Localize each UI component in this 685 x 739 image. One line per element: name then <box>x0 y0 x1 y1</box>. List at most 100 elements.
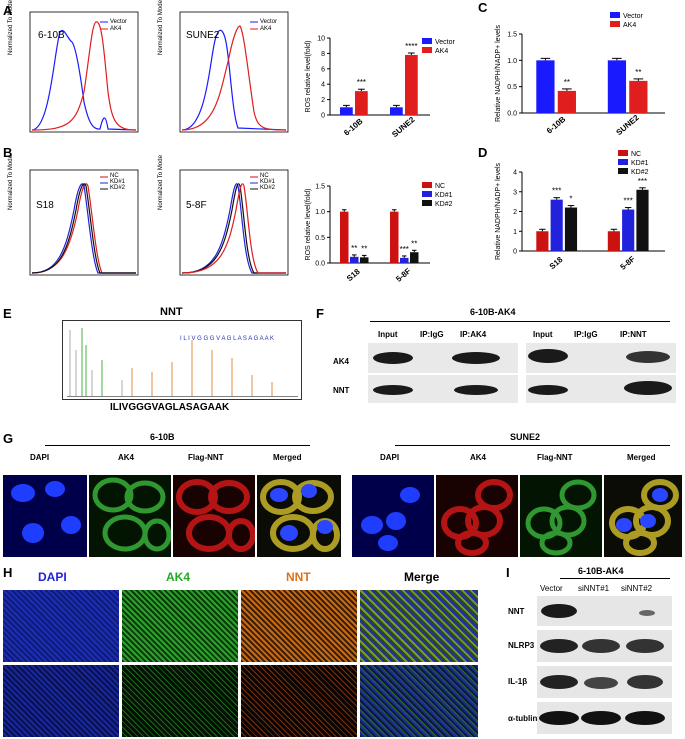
panel-f-row-0: AK4 <box>333 357 350 366</box>
flow-b1-legend-1: KD#1 <box>110 179 126 185</box>
significance-label: ** <box>361 244 367 253</box>
bar <box>390 211 399 263</box>
panel-g-col-l2: Flag-NNT <box>188 453 224 462</box>
significance-label: * <box>569 195 572 204</box>
x-tick-label: 5-8F <box>618 254 636 272</box>
g-sune2-ak4-image <box>436 475 518 557</box>
significance-label: ** <box>564 78 570 87</box>
flow-b1 <box>29 169 139 276</box>
legend-swatch <box>610 21 620 27</box>
significance-label: ** <box>351 244 357 253</box>
bar <box>405 54 418 115</box>
legend-swatch <box>618 159 628 165</box>
y-tick-label: 10 <box>317 36 325 43</box>
flow-histograms <box>29 11 289 276</box>
flow-a1 <box>29 11 139 133</box>
panel-g-col-r0: DAPI <box>380 453 400 462</box>
x-tick-label: 5-8F <box>394 266 412 284</box>
g-sune2-flag-nnt-image <box>520 475 602 557</box>
bar <box>557 90 576 113</box>
y-tick-label: 1 <box>513 229 517 236</box>
legend-swatch <box>422 191 432 197</box>
chart-a-ros: 0 2 4 6 8 10 ROS relative level(fold) *** 6-10B *… <box>305 36 456 140</box>
y-tick-label: 0 <box>321 113 325 120</box>
legend-label: KD#2 <box>435 201 453 208</box>
x-tick-label: 6-10B <box>342 116 365 137</box>
bar <box>607 60 627 113</box>
panel-f-row-1: NNT <box>333 386 350 395</box>
panel-f-rule <box>370 321 670 322</box>
panel-f-col-l2: IP:AK4 <box>460 330 487 339</box>
g-6-10b-dapi-image <box>3 475 87 557</box>
h-dapi-image-2 <box>3 665 119 737</box>
panel-f-col-r1: IP:IgG <box>574 330 598 339</box>
flow-a2 <box>179 11 289 133</box>
y-tick-label: 2 <box>513 209 517 216</box>
panel-f-title: 6-10B-AK4 <box>470 307 516 317</box>
x-tick-label: 6-10B <box>545 114 568 135</box>
bar <box>629 80 648 113</box>
y-tick-label: 0.0 <box>507 111 517 118</box>
panel-g-right-title: SUNE2 <box>510 432 541 442</box>
panel-i-row-1: NLRP3 <box>508 641 535 650</box>
panel-i-col-0: Vector <box>540 584 563 593</box>
x-tick-label: S18 <box>548 255 565 271</box>
legend-label: NC <box>435 183 445 190</box>
panel-i-row-2: IL-1β <box>508 677 528 686</box>
bar <box>536 60 555 113</box>
h-merge-image-2 <box>360 665 478 737</box>
bar <box>550 199 563 251</box>
legend-label: NC <box>631 151 641 158</box>
flow-ylabel-a2: Normalized To Mode <box>158 0 164 55</box>
significance-label: *** <box>638 177 647 186</box>
y-tick-label: 4 <box>321 82 325 89</box>
flow-a1-name: 6-10B <box>38 30 65 41</box>
significance-label: *** <box>400 245 409 254</box>
panel-label-c: C <box>478 0 488 15</box>
g-sune2-merged-image <box>604 475 682 557</box>
legend-swatch <box>618 150 628 156</box>
significance-label: *** <box>552 187 561 196</box>
bar <box>390 107 403 115</box>
flow-a2-legend-1: AK4 <box>260 26 272 32</box>
significance-label: *** <box>357 78 366 87</box>
g-6-10b-ak4-image <box>89 475 171 557</box>
bar <box>340 211 349 263</box>
panel-f-blots <box>368 343 676 403</box>
bar <box>622 209 635 251</box>
panel-f-col-r0: Input <box>533 330 553 339</box>
y-tick-label: 1.0 <box>315 209 325 216</box>
legend-swatch <box>422 38 432 44</box>
panel-f-col-l1: IP:IgG <box>420 330 444 339</box>
h-merge-image-1 <box>360 590 478 662</box>
legend-label: KD#1 <box>435 192 453 199</box>
bar <box>410 252 419 263</box>
panel-i-rule <box>560 578 670 579</box>
h-nnt-image-1 <box>241 590 357 662</box>
legend-label: KD#2 <box>631 169 649 176</box>
y-tick-label: 6 <box>321 66 325 73</box>
y-tick-label: 1.0 <box>507 58 517 65</box>
panel-i-col-1: siNNT#1 <box>578 584 610 593</box>
y-tick-label: 3 <box>513 189 517 196</box>
bar <box>536 231 549 251</box>
panel-label-b: B <box>3 145 13 160</box>
significance-label: ** <box>635 68 641 77</box>
bar <box>340 107 353 115</box>
flow-b1-name: S18 <box>36 200 54 211</box>
panel-i-row-0: NNT <box>508 607 525 616</box>
panel-g-col-l1: AK4 <box>118 453 135 462</box>
legend-label: AK4 <box>623 22 636 29</box>
flow-b1-legend-0: NC <box>110 173 119 179</box>
y-tick-label: 4 <box>513 170 517 177</box>
flow-a1-legend-0: Vector <box>110 19 128 25</box>
flow-b2 <box>179 169 289 276</box>
panel-label-f: F <box>316 306 324 321</box>
chart-c-nadph: 0.0 0.5 1.0 1.5 Relative NADPH/NADP+ levels *… <box>495 12 665 137</box>
bar <box>350 256 359 263</box>
flow-ylabel-b1: Normalized To Mode <box>8 155 14 210</box>
x-tick-label: SUNE2 <box>390 115 417 139</box>
bar <box>360 257 369 263</box>
h-ak4-image-2 <box>122 665 238 737</box>
